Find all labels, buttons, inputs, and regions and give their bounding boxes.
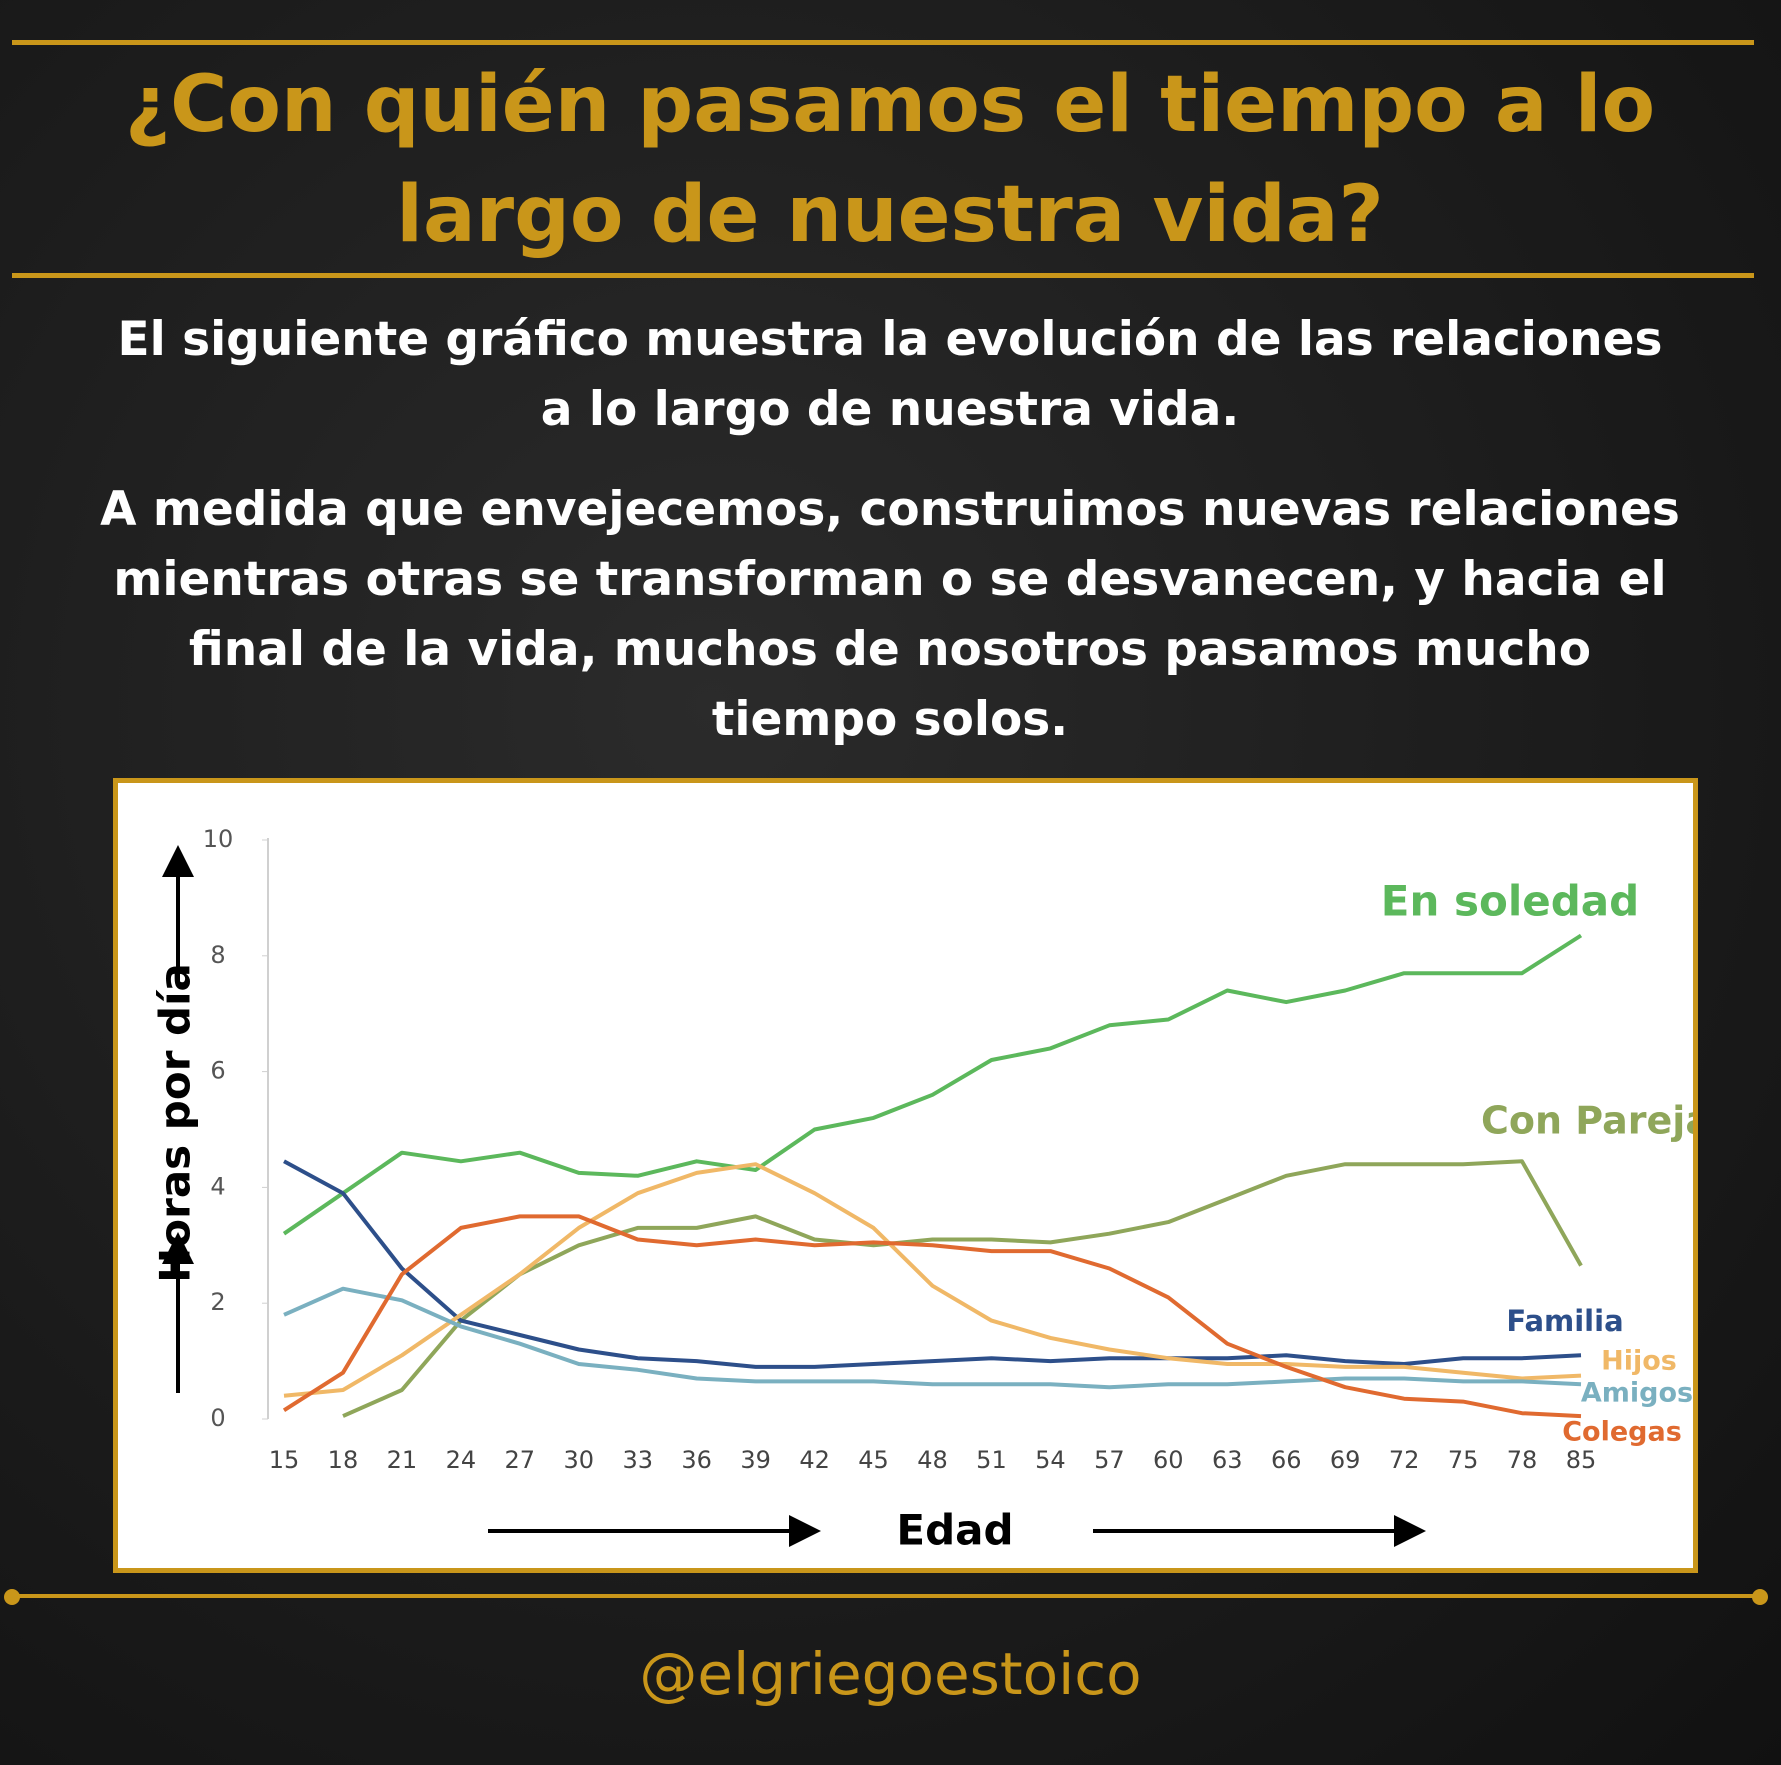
x-tick-label: 66 [1271, 1446, 1302, 1474]
title-rule [12, 273, 1754, 278]
x-tick-label: 39 [740, 1446, 771, 1474]
x-tick-label: 54 [1035, 1446, 1066, 1474]
x-tick-label: 36 [681, 1446, 712, 1474]
rule-dot [1752, 1589, 1768, 1605]
series-label: Familia [1506, 1304, 1623, 1338]
x-tick-label: 15 [269, 1446, 300, 1474]
x-tick-label: 69 [1330, 1446, 1361, 1474]
series-line [283, 1159, 1582, 1369]
x-tick-label: 45 [858, 1446, 889, 1474]
y-tick-label: 6 [210, 1057, 225, 1085]
x-tick-label: 27 [505, 1446, 536, 1474]
x-tick-label: 30 [563, 1446, 594, 1474]
x-tick-label: 75 [1448, 1446, 1479, 1474]
x-tick-label: 72 [1389, 1446, 1420, 1474]
x-tick-label: 78 [1507, 1446, 1538, 1474]
series-line [282, 933, 1583, 1236]
title: ¿Con quién pasamos el tiempo a lo largo … [124, 60, 1656, 260]
footer-rule [12, 1594, 1754, 1598]
y-axis-label: Horas por día [151, 963, 200, 1283]
x-tick-label: 48 [917, 1446, 948, 1474]
x-tick-label: 24 [446, 1446, 477, 1474]
x-tick-label: 63 [1212, 1446, 1243, 1474]
x-tick-label: 51 [976, 1446, 1007, 1474]
series-line [283, 1286, 1582, 1390]
y-tick-label: 8 [210, 941, 225, 969]
chart-frame: Horas por día Edad 0 2 4 6 8 10 15 18 21 24 27 30 33… [113, 778, 1711, 1573]
series-line [342, 1159, 1583, 1418]
x-tick-label: 60 [1153, 1446, 1184, 1474]
x-tick-label: 21 [387, 1446, 418, 1474]
series-label: En soledad [1381, 877, 1639, 926]
series-label: Colegas [1562, 1417, 1682, 1448]
series-line [282, 1214, 1582, 1419]
handle: @elgriegoestoico [639, 1640, 1142, 1708]
series-label: Con Pareja [1481, 1099, 1693, 1143]
y-tick-label: 2 [210, 1288, 225, 1316]
x-tick-label: 18 [328, 1446, 359, 1474]
series-line [283, 1162, 1582, 1398]
series-label: Amigos [1581, 1378, 1693, 1409]
paragraph: A medida que envejecemos, construimos nu… [100, 482, 1680, 747]
series-label: Hijos [1601, 1346, 1677, 1377]
x-tick-label: 57 [1094, 1446, 1125, 1474]
y-tick-label: 4 [210, 1172, 225, 1200]
x-tick-label: 42 [799, 1446, 830, 1474]
top-rule [12, 40, 1754, 45]
x-tick-label: 33 [622, 1446, 653, 1474]
x-axis-label: Edad [896, 1506, 1013, 1555]
y-tick-label: 10 [203, 825, 234, 853]
y-tick-label: 0 [210, 1404, 225, 1432]
x-tick-label: 85 [1566, 1446, 1597, 1474]
paragraph: El siguiente gráfico muestra la evolució… [117, 312, 1663, 437]
